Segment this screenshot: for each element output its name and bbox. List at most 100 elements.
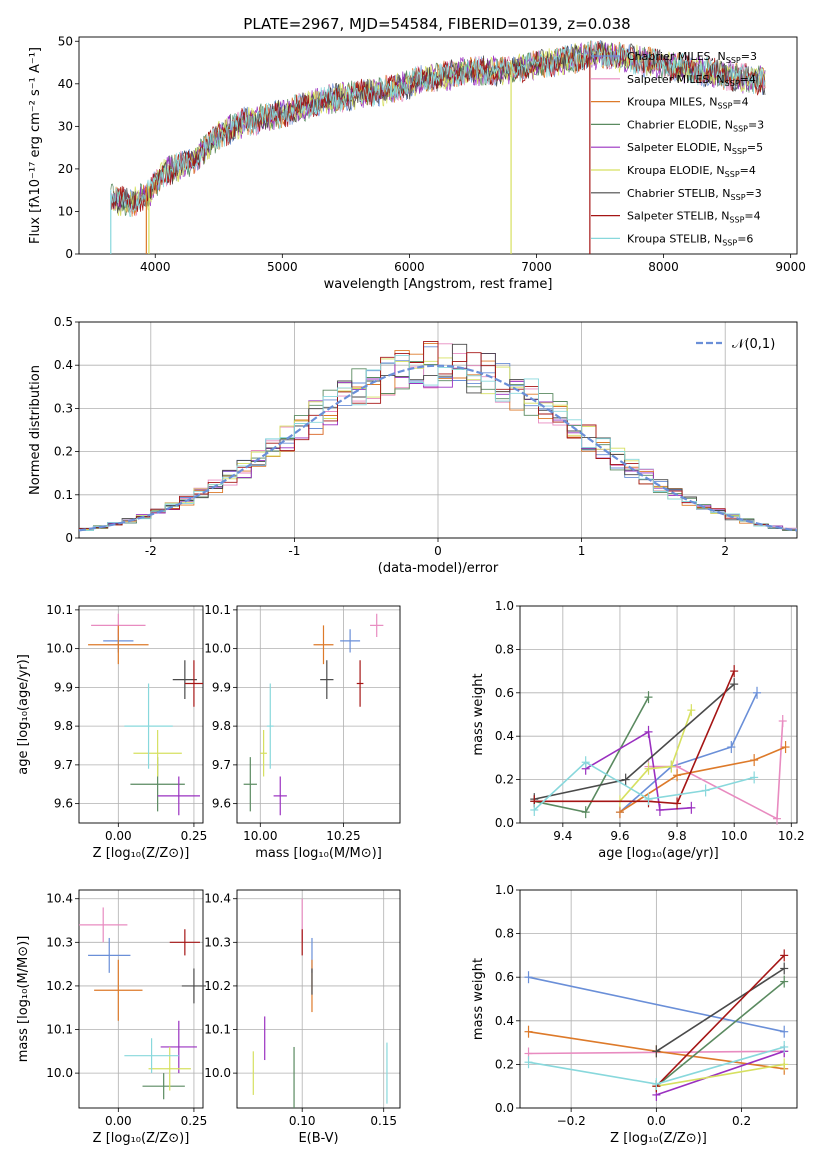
z-weight-xtick-label: −0.2 [557, 1114, 586, 1128]
age-weight-ylabel: mass weight [471, 673, 486, 755]
legend-ssp-value: =4 [744, 210, 760, 223]
legend-ssp-subscript: SSP [733, 124, 748, 133]
ebv-mass-ytick-label: 10.4 [204, 892, 231, 906]
legend-label-3: Chabrier ELODIE, NSSP=3 [627, 118, 764, 133]
residuals-ytick-label: 0.3 [54, 401, 73, 415]
age-weight-xtick-label: 9.8 [668, 829, 687, 843]
spectrum-xtick-label: 7000 [521, 260, 552, 274]
spectrum-ytick-label: 30 [58, 119, 73, 133]
mass-age-point-6 [320, 660, 334, 699]
z-mass-ytick-label: 10.4 [46, 892, 73, 906]
legend-ssp-subscript: SSP [725, 170, 740, 179]
spectrum-ytick-label: 20 [58, 162, 73, 176]
z-weight-series-6 [652, 962, 789, 1058]
mass-age-frame [236, 605, 401, 824]
legend-label-5: Kroupa ELODIE, NSSP=4 [627, 164, 756, 179]
histogram-series-4 [79, 353, 797, 530]
z-mass-xtick-label: 0.25 [181, 1114, 208, 1128]
z-weight-xlabel: Z [log₁₀(Z/Z⊙)] [610, 1131, 707, 1146]
age-weight-line-4 [585, 730, 692, 811]
spectrum-frame [78, 36, 798, 255]
ebv-mass-frame [236, 889, 401, 1109]
z-mass-point-7 [169, 929, 200, 956]
mass-age-point-5 [260, 730, 267, 777]
spectrum-line-8 [110, 39, 766, 217]
spectrum-xlabel: wavelength [Angstrom, rest frame] [324, 277, 553, 292]
z-weight-line-0 [528, 976, 785, 1033]
z-age-panel: 0.00 0.25 9.6 9.7 9.8 9.9 10.0 10.1 Z [log₁₀(Z/Z… [16, 603, 207, 861]
residuals-ytick-label: 0.2 [54, 445, 73, 459]
z-weight-ytick-label: 0.0 [495, 1101, 514, 1115]
residuals-ytick-label: 0.4 [54, 358, 73, 372]
normal-reference-curve [79, 364, 797, 532]
z-mass-point-3 [142, 1073, 185, 1100]
age-weight-xtick-label: 9.4 [553, 829, 572, 843]
legend-label-1: Salpeter MILES, NSSP=4 [627, 73, 756, 88]
age-weight-frame [519, 605, 798, 824]
legend-label-8: Kroupa STELIB, NSSP=6 [627, 232, 753, 247]
legend-label-6: Chabrier STELIB, NSSP=3 [627, 187, 762, 202]
legend-ssp-value: =4 [732, 96, 748, 109]
mass-age-xlabel: mass [log₁₀(M/M⊙)] [255, 846, 382, 861]
legend-ssp-value: =3 [741, 50, 757, 63]
residuals-ytick-label: 0.5 [54, 315, 73, 329]
mass-age-point-3 [243, 757, 257, 812]
residuals-histogram-panel: -2 -1 0 1 2 0 0.1 0.2 0.3 0.4 0.5 (data-model)/erro… [28, 315, 798, 576]
spectrum-ylabel: Flux [fλ10⁻¹⁷ erg cm⁻² s⁻¹ A⁻¹] [28, 47, 43, 244]
z-weight-series-8 [524, 1040, 789, 1091]
mass-age-ytick-label: 10.0 [204, 642, 231, 656]
ebv-mass-ytick-label: 10.1 [204, 1023, 231, 1037]
z-age-ylabel: age [log₁₀(age/yr)] [16, 654, 31, 775]
mass-age-grid [237, 606, 400, 823]
age-weight-series-8 [530, 756, 759, 816]
mass-age-ytick-label: 9.6 [212, 797, 231, 811]
mass-age-xtick-label: 10.00 [243, 829, 277, 843]
z-age-point-7 [184, 660, 203, 707]
age-weight-line-5 [619, 709, 693, 802]
spectrum-xtick-label: 6000 [394, 260, 425, 274]
z-mass-frame [78, 889, 204, 1109]
age-weight-ytick-label: 0.6 [495, 686, 514, 700]
ebv-mass-panel: 0.10 0.15 10.0 10.1 10.2 10.3 10.4 E(B-V) [204, 889, 401, 1146]
legend-ssp-value: =4 [740, 73, 756, 86]
legend-ssp-subscript: SSP [729, 216, 744, 225]
spectrum-lines [110, 39, 766, 254]
ebv-mass-xtick-label: 0.15 [370, 1114, 397, 1128]
z-age-grid [79, 606, 203, 823]
z-mass-point-0 [88, 937, 131, 973]
z-mass-point-1 [79, 907, 128, 943]
residuals-xlabel: (data-model)/error [378, 561, 499, 576]
z-age-ytick-label: 9.9 [54, 680, 73, 694]
z-mass-ytick-label: 10.0 [46, 1066, 73, 1080]
age-weight-line-7 [534, 670, 735, 805]
histogram-series-6 [79, 343, 797, 531]
z-mass-panel: 0.00 0.25 10.0 10.1 10.2 10.3 10.4 Z [log₁₀(Z/Z… [16, 889, 208, 1146]
z-weight-line-3 [655, 980, 785, 1087]
legend-label-0: Chabrier MILES, NSSP=3 [627, 50, 757, 65]
z-age-point-6 [172, 660, 197, 699]
z-age-point-8 [124, 683, 173, 769]
z-mass-xlabel: Z [log₁₀(Z/Z⊙)] [93, 1131, 190, 1146]
spectrum-line-7 [110, 40, 766, 212]
histogram-series-7 [79, 340, 797, 530]
z-age-ytick-label: 9.7 [54, 758, 73, 772]
age-weight-series-3 [530, 691, 653, 819]
z-mass-ytick-label: 10.1 [46, 1023, 73, 1037]
mass-age-ytick-label: 9.7 [212, 758, 231, 772]
z-weight-line-4 [656, 1050, 785, 1096]
legend-label-4: Salpeter ELODIE, NSSP=5 [627, 141, 763, 156]
legend-ssp-subscript: SSP [725, 79, 740, 88]
age-weight-panel: 9.4 9.6 9.8 10.0 10.2 0.0 0.2 0.4 0.6 0.8 1.0 age [… [471, 599, 805, 861]
legend-ssp-value: =5 [747, 141, 763, 154]
spectrum-xtick-label: 5000 [267, 260, 298, 274]
z-weight-ytick-label: 0.8 [495, 927, 514, 941]
age-weight-series-4 [581, 725, 696, 816]
age-weight-line-8 [533, 761, 755, 811]
age-weight-ytick-label: 1.0 [495, 599, 514, 613]
mass-age-point-2 [313, 625, 334, 665]
z-weight-ytick-label: 0.4 [495, 1014, 514, 1028]
z-age-ytick-label: 9.6 [54, 797, 73, 811]
z-age-ytick-label: 10.0 [46, 642, 73, 656]
z-age-xtick-label: 0.25 [181, 829, 208, 843]
